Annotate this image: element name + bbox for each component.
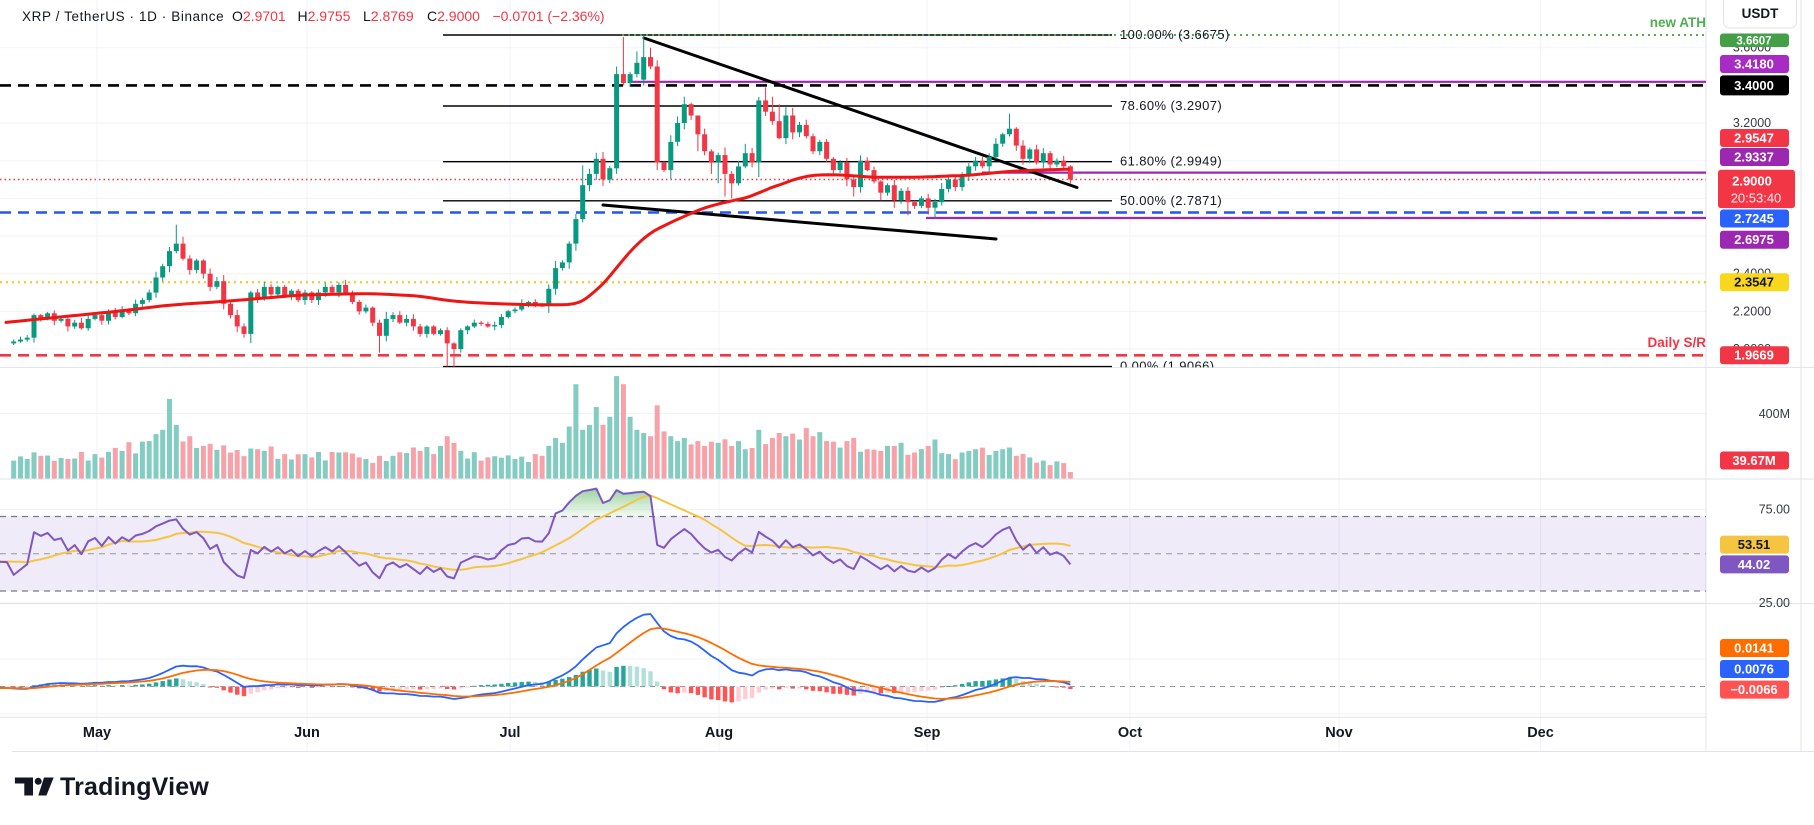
svg-text:XRP / TetherUS · 1D · Binance: XRP / TetherUS · 1D · Binance: [22, 9, 224, 24]
svg-text:2.9337: 2.9337: [1734, 149, 1774, 164]
svg-text:0.0141: 0.0141: [1734, 640, 1774, 655]
svg-text:50.00% (2.7871): 50.00% (2.7871): [1120, 193, 1222, 208]
svg-text:Oct: Oct: [1118, 725, 1142, 741]
svg-text:Jul: Jul: [500, 725, 521, 741]
svg-text:3.4180: 3.4180: [1734, 56, 1774, 71]
svg-text:USDT: USDT: [1742, 6, 1780, 21]
svg-text:2.3547: 2.3547: [1734, 275, 1774, 290]
svg-text:Dec: Dec: [1527, 725, 1554, 741]
svg-text:400M: 400M: [1759, 407, 1790, 421]
svg-text:78.60% (3.2907): 78.60% (3.2907): [1120, 98, 1222, 113]
svg-text:0.00% (1.9066): 0.00% (1.9066): [1120, 359, 1215, 374]
svg-text:TradingView: TradingView: [60, 773, 209, 801]
svg-text:Daily S/R: Daily S/R: [1647, 335, 1706, 350]
svg-text:Sep: Sep: [914, 725, 941, 741]
svg-text:0.0076: 0.0076: [1734, 661, 1774, 676]
svg-text:Jun: Jun: [294, 725, 320, 741]
svg-text:53.51: 53.51: [1738, 537, 1771, 552]
svg-text:2.7245: 2.7245: [1734, 211, 1774, 226]
svg-text:2.2000: 2.2000: [1733, 304, 1771, 318]
svg-text:1.9669: 1.9669: [1734, 348, 1774, 363]
svg-text:44.02: 44.02: [1738, 557, 1771, 572]
svg-text:2.9000: 2.9000: [1732, 174, 1772, 189]
svg-text:3.6607: 3.6607: [1736, 36, 1771, 48]
svg-text:25.00: 25.00: [1759, 596, 1790, 610]
svg-text:75.00: 75.00: [1759, 502, 1790, 516]
svg-text:3.2000: 3.2000: [1733, 116, 1771, 130]
svg-text:Aug: Aug: [705, 725, 733, 741]
svg-text:new ATH: new ATH: [1650, 15, 1706, 30]
svg-text:100.00% (3.6675): 100.00% (3.6675): [1120, 27, 1230, 42]
svg-text:Nov: Nov: [1325, 725, 1352, 741]
svg-text:61.80% (2.9949): 61.80% (2.9949): [1120, 154, 1222, 169]
svg-text:May: May: [83, 725, 111, 741]
svg-text:3.4000: 3.4000: [1734, 78, 1774, 93]
svg-text:−0.0066: −0.0066: [1730, 682, 1777, 697]
svg-text:2.9547: 2.9547: [1734, 130, 1774, 145]
svg-text:39.67M: 39.67M: [1732, 453, 1775, 468]
svg-text:2.6975: 2.6975: [1734, 232, 1774, 247]
svg-text:20:53:40: 20:53:40: [1731, 191, 1782, 206]
